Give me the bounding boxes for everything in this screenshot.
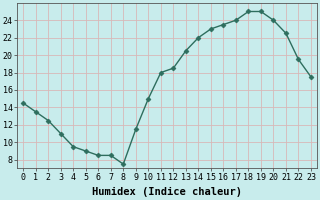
X-axis label: Humidex (Indice chaleur): Humidex (Indice chaleur) bbox=[92, 187, 242, 197]
